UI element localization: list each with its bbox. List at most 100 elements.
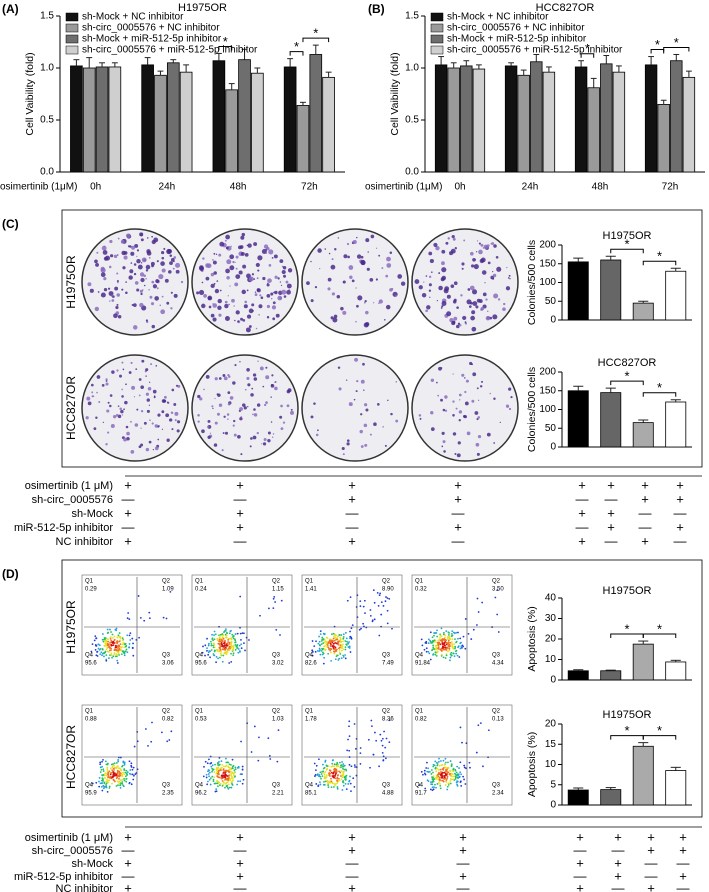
flow-dot — [327, 784, 330, 786]
flow-dot — [443, 639, 446, 642]
colony-dot — [130, 251, 135, 256]
quadrant-value: 0.82 — [162, 717, 174, 723]
flow-dot — [117, 644, 120, 647]
y-axis-label: Cell Vaibility (fold) — [389, 52, 401, 135]
flow-dot — [118, 773, 121, 776]
flow-dot — [439, 779, 441, 782]
flow-dot — [102, 770, 105, 772]
legend-swatch — [430, 23, 444, 33]
colony-dot — [212, 260, 217, 265]
colony-dot — [470, 251, 474, 256]
flow-dot — [362, 622, 365, 625]
colony-dot — [271, 374, 274, 377]
legend-label: sh-Mock + NC inhibitor — [82, 12, 184, 23]
x-tick-label: 72h — [301, 182, 318, 193]
flow-dot — [385, 596, 387, 598]
flow-dot — [455, 771, 458, 774]
colony-dot — [384, 444, 387, 447]
flow-dot — [472, 628, 475, 631]
y-tick-label: 20 — [545, 634, 557, 645]
colony-dot — [214, 397, 216, 400]
flow-dot — [226, 632, 229, 635]
treatment-mark: + — [676, 491, 684, 506]
colony-dot — [346, 242, 350, 246]
flow-dot — [325, 776, 328, 778]
colony-dot — [382, 426, 384, 428]
flow-dot — [253, 725, 256, 728]
colony-dot — [152, 284, 158, 289]
flow-dot — [324, 644, 326, 647]
flow-dot — [220, 769, 222, 772]
flow-dot — [319, 771, 322, 774]
colony-dot — [212, 259, 214, 261]
colony-dot — [259, 366, 264, 371]
flow-dot — [340, 649, 343, 652]
colony-dot — [485, 298, 488, 301]
colony-dot — [212, 317, 217, 322]
colony-dot — [140, 427, 142, 429]
flow-dot — [119, 786, 122, 789]
colony-dot — [136, 258, 141, 264]
colony-dot — [341, 446, 345, 451]
flow-dot — [313, 762, 316, 765]
colony-dot — [121, 388, 123, 391]
flow-dot — [210, 640, 212, 643]
flow-dot — [425, 767, 428, 769]
colony-dot — [475, 251, 478, 253]
flow-dot — [119, 784, 122, 787]
colony-dot — [237, 320, 240, 323]
treatment-mark: + — [647, 829, 655, 844]
flow-dot — [323, 780, 325, 783]
colony-dot — [140, 262, 143, 264]
flow-dot — [455, 631, 458, 634]
flow-dot — [101, 760, 103, 763]
treatment-mark: + — [348, 533, 356, 548]
flow-dot — [460, 773, 463, 776]
colony-dot — [227, 418, 229, 420]
colony-dot — [166, 401, 169, 404]
colony-dot — [443, 450, 446, 453]
colony-dot — [210, 283, 215, 289]
colony-dot — [95, 262, 99, 267]
flow-dot — [455, 652, 458, 655]
colony-dot — [481, 270, 487, 275]
quadrant-value: 95.9 — [85, 791, 97, 797]
flow-dot — [430, 769, 433, 771]
flow-dot — [213, 776, 216, 779]
flow-dot — [448, 647, 451, 650]
colony-dot — [242, 403, 246, 407]
y-tick-label: 40 — [545, 593, 557, 604]
colony-dot — [169, 261, 173, 266]
colony-dot — [282, 266, 287, 270]
flow-dot — [138, 636, 141, 639]
flow-dot — [128, 646, 131, 649]
y-tick-label: 50 — [545, 296, 557, 307]
flow-dot — [221, 784, 224, 787]
treatment-mark: + — [607, 519, 615, 534]
colony-dot — [156, 260, 159, 263]
bar — [108, 66, 122, 173]
colony-dot — [442, 408, 446, 412]
flow-dot — [338, 770, 341, 773]
colony-dot — [348, 402, 353, 407]
quadrant-name: Q1 — [85, 579, 94, 585]
colony-dot — [360, 445, 364, 448]
colony-dot — [440, 307, 443, 309]
flow-dot — [139, 617, 142, 619]
flow-dot — [457, 637, 459, 640]
colony-dot — [170, 257, 175, 262]
flow-dot — [132, 766, 135, 769]
colony-dot — [375, 278, 379, 281]
flow-dot — [103, 781, 106, 784]
colony-dot — [218, 377, 222, 380]
quadrant-value: 0.13 — [492, 717, 504, 723]
flow-dot — [373, 618, 376, 621]
flow-dot — [101, 765, 104, 768]
colony-dot — [430, 378, 435, 382]
flow-dot — [372, 589, 375, 591]
colony-dot — [470, 315, 475, 321]
flow-dot — [106, 644, 109, 646]
flow-dot — [204, 654, 206, 657]
flow-dot — [336, 761, 339, 764]
panel-label: (C) — [2, 217, 19, 231]
